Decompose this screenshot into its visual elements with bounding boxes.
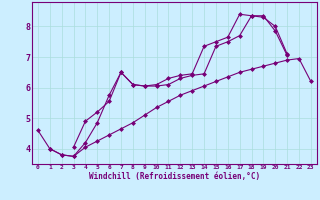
X-axis label: Windchill (Refroidissement éolien,°C): Windchill (Refroidissement éolien,°C) (89, 172, 260, 181)
